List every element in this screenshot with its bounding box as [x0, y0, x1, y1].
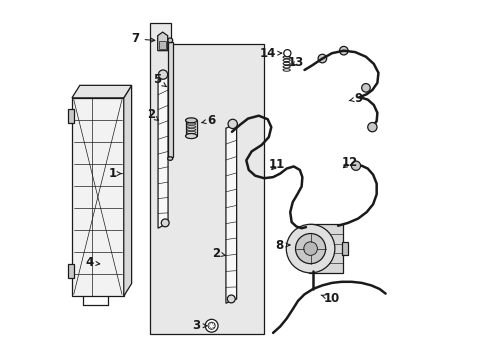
Circle shape — [227, 295, 235, 303]
Ellipse shape — [167, 38, 172, 42]
Ellipse shape — [185, 118, 197, 123]
Circle shape — [361, 84, 369, 92]
Text: 9: 9 — [348, 92, 362, 105]
Bar — [159, 41, 166, 49]
Circle shape — [285, 224, 334, 273]
Text: 1: 1 — [108, 167, 122, 180]
Text: 8: 8 — [275, 239, 289, 252]
Polygon shape — [225, 124, 236, 303]
Bar — [308, 224, 342, 273]
Text: 13: 13 — [287, 55, 304, 69]
Circle shape — [295, 234, 325, 264]
Bar — [341, 242, 348, 255]
Polygon shape — [157, 32, 167, 51]
Text: 12: 12 — [341, 156, 357, 169]
Circle shape — [303, 242, 317, 255]
Ellipse shape — [185, 134, 197, 139]
Bar — [67, 109, 74, 123]
Circle shape — [283, 50, 290, 57]
Circle shape — [317, 54, 326, 63]
Circle shape — [161, 219, 169, 227]
Bar — [67, 264, 74, 278]
Text: 10: 10 — [321, 292, 340, 305]
Text: 6: 6 — [202, 114, 215, 127]
Bar — [185, 120, 197, 136]
Circle shape — [227, 119, 237, 129]
Polygon shape — [158, 75, 168, 228]
Text: 3: 3 — [192, 319, 206, 332]
Text: 5: 5 — [153, 73, 166, 87]
Circle shape — [367, 122, 376, 132]
Ellipse shape — [167, 157, 172, 160]
Circle shape — [205, 319, 218, 332]
Polygon shape — [123, 85, 131, 296]
Circle shape — [350, 161, 360, 170]
Text: 7: 7 — [131, 32, 155, 45]
Circle shape — [158, 70, 167, 79]
Text: 2: 2 — [146, 108, 158, 121]
Bar — [167, 42, 172, 157]
Polygon shape — [72, 98, 123, 296]
Circle shape — [339, 46, 347, 55]
Polygon shape — [72, 85, 131, 98]
Text: 14: 14 — [259, 47, 281, 60]
Text: 2: 2 — [211, 247, 225, 260]
Text: 4: 4 — [85, 256, 100, 269]
Text: 11: 11 — [268, 158, 284, 171]
Circle shape — [207, 322, 215, 329]
Polygon shape — [149, 23, 264, 334]
